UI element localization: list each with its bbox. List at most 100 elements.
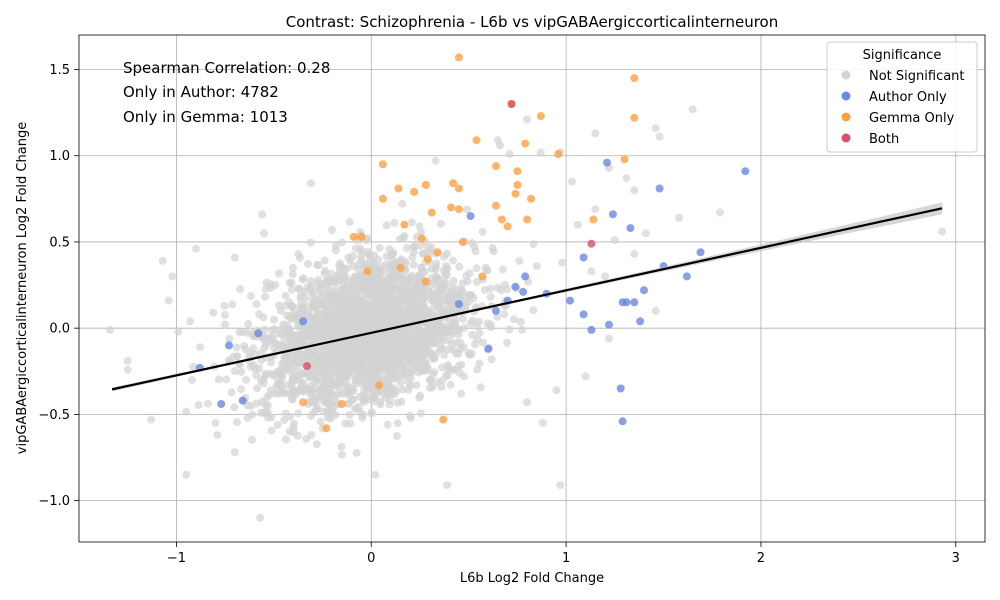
data-point	[591, 129, 600, 138]
data-point	[429, 297, 437, 306]
data-point	[447, 203, 456, 212]
data-point	[523, 215, 532, 224]
data-point	[357, 232, 366, 241]
data-point	[290, 420, 298, 429]
data-point	[536, 148, 545, 157]
data-point	[447, 339, 456, 348]
series-not-significant	[106, 105, 947, 522]
data-point	[341, 419, 350, 428]
data-point	[326, 395, 335, 404]
data-point	[618, 417, 627, 426]
data-point	[292, 314, 301, 323]
data-point	[237, 385, 246, 394]
data-point	[194, 401, 203, 409]
data-point	[230, 403, 239, 412]
data-point	[468, 330, 477, 339]
data-point	[285, 361, 293, 370]
data-point	[230, 253, 239, 262]
data-point	[328, 225, 336, 234]
data-point	[326, 414, 335, 423]
data-point	[472, 136, 481, 145]
data-point	[348, 395, 357, 404]
data-point	[303, 362, 311, 371]
data-point	[253, 384, 262, 393]
data-point	[417, 234, 426, 243]
data-point	[463, 205, 472, 214]
data-point	[385, 368, 394, 377]
data-point	[579, 253, 588, 262]
data-point	[432, 281, 441, 290]
data-point	[123, 356, 132, 365]
data-point	[448, 345, 457, 354]
data-point	[466, 212, 475, 221]
data-point	[189, 362, 198, 371]
data-point	[605, 320, 613, 329]
data-point	[507, 100, 516, 108]
data-point	[405, 411, 414, 420]
data-point	[375, 381, 384, 390]
data-point	[478, 227, 487, 236]
y-tick-label: −1.0	[38, 494, 70, 509]
data-point	[321, 281, 330, 290]
data-point	[476, 383, 485, 392]
data-point	[415, 393, 424, 402]
data-point	[273, 420, 282, 429]
data-point	[587, 239, 596, 248]
data-point	[356, 272, 365, 281]
legend-entry-both: Both	[869, 132, 899, 147]
data-point	[497, 215, 506, 224]
data-point	[400, 232, 409, 240]
data-point	[306, 179, 315, 188]
data-point	[267, 426, 276, 435]
data-point	[270, 315, 279, 324]
data-point	[622, 298, 631, 307]
data-point	[280, 416, 289, 425]
data-point	[367, 273, 376, 282]
data-point	[410, 335, 419, 344]
data-point	[196, 343, 205, 352]
data-point	[314, 261, 323, 270]
data-point	[294, 250, 303, 259]
data-point	[487, 355, 496, 364]
data-point	[605, 334, 613, 343]
data-point	[416, 241, 424, 250]
data-point	[299, 317, 308, 326]
data-point	[168, 272, 177, 281]
data-point	[383, 333, 391, 342]
data-point	[400, 220, 409, 229]
legend-title: Significance	[863, 48, 942, 63]
data-point	[275, 269, 284, 278]
series-author-only	[195, 158, 750, 426]
data-point	[358, 338, 367, 347]
data-point	[412, 303, 421, 312]
data-point	[298, 304, 307, 313]
data-point	[312, 346, 321, 355]
data-point	[513, 181, 522, 189]
data-point	[287, 388, 296, 397]
data-point	[351, 298, 359, 307]
data-point	[469, 294, 478, 303]
data-point	[431, 156, 440, 165]
data-point	[440, 252, 448, 261]
plot-area-frame	[78, 34, 986, 543]
data-point	[412, 381, 421, 390]
data-point	[246, 292, 255, 300]
data-point	[349, 232, 358, 241]
data-point	[322, 424, 331, 433]
data-point	[390, 218, 399, 227]
y-tick-label: 1.0	[49, 149, 70, 164]
data-point	[423, 333, 432, 342]
data-point	[230, 448, 239, 457]
data-point	[371, 293, 379, 302]
data-point	[455, 262, 464, 271]
data-point	[236, 285, 245, 294]
data-point	[225, 334, 234, 343]
data-point	[521, 139, 530, 148]
data-point	[365, 350, 374, 359]
legend: Significance Not Significant Author Only…	[826, 41, 978, 153]
data-point	[433, 289, 442, 297]
data-point	[610, 236, 619, 245]
data-point	[492, 201, 500, 210]
data-point	[294, 284, 303, 293]
data-point	[365, 341, 374, 350]
